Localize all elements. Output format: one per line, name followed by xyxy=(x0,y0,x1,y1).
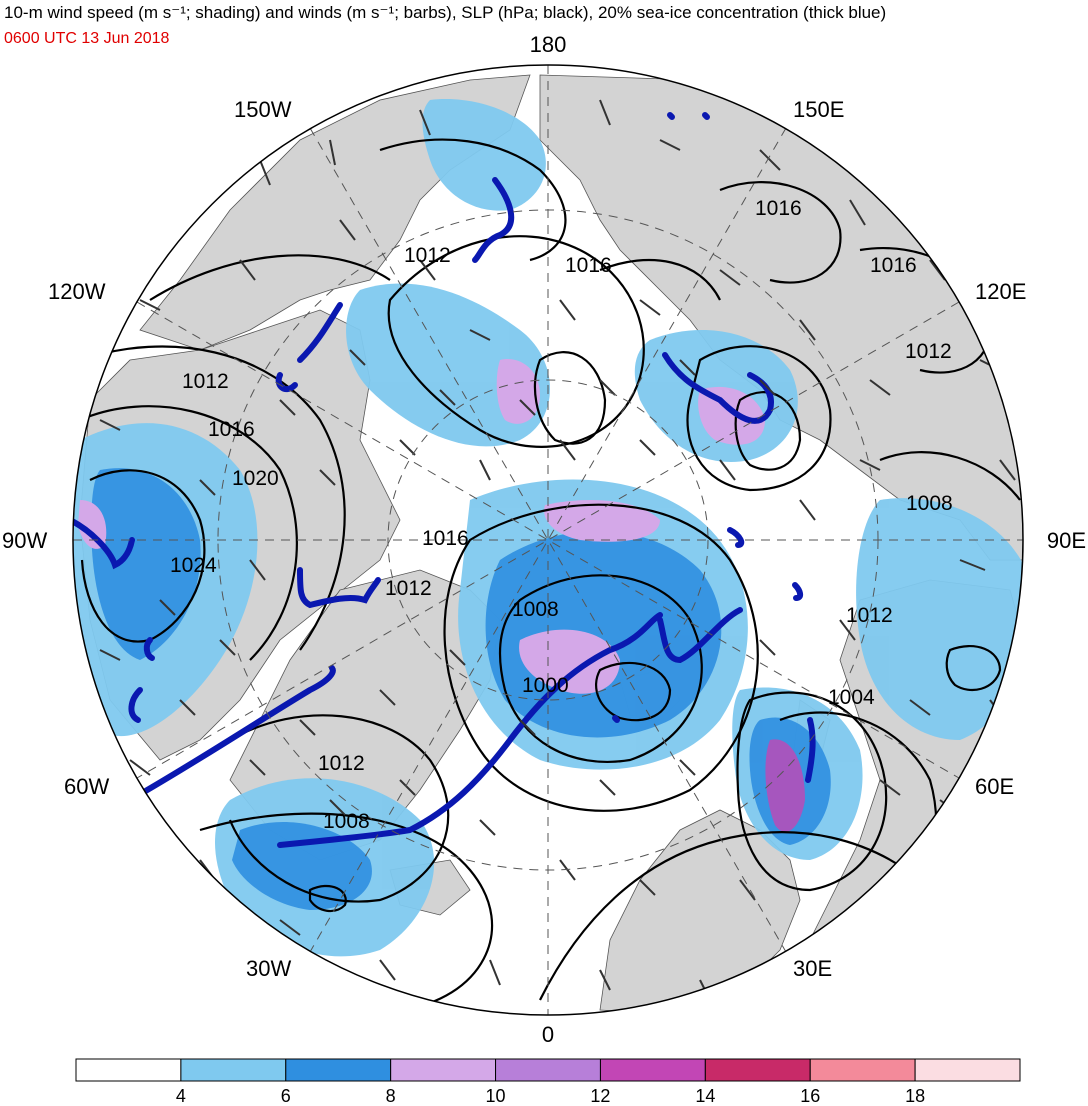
colorbar-tick-label: 14 xyxy=(695,1086,715,1106)
isobars xyxy=(79,138,1021,1012)
lon-label-top: 180 xyxy=(530,32,567,57)
isobar-label: 1008 xyxy=(512,598,559,621)
colorbar-swatch xyxy=(495,1058,601,1082)
lon-label-60w: 60W xyxy=(64,774,109,799)
colorbar-tick-label: 8 xyxy=(386,1086,396,1106)
colorbar-swatch xyxy=(809,1058,916,1082)
colorbar-swatch xyxy=(180,1058,287,1082)
colorbar-tick-label: 6 xyxy=(281,1086,291,1106)
colorbar-tick-label: 10 xyxy=(486,1086,506,1106)
isobar-label: 1012 xyxy=(846,604,893,627)
figure-title: 10-m wind speed (m s⁻¹; shading) and win… xyxy=(4,3,887,22)
isobar-label: 1012 xyxy=(905,340,952,363)
lon-label-150w: 150W xyxy=(234,97,292,122)
isobar-label: 1008 xyxy=(906,492,953,515)
colorbar-tick-label: 12 xyxy=(590,1086,610,1106)
colorbar-swatch xyxy=(75,1058,182,1082)
wind-shading-12-14 xyxy=(765,739,805,832)
wind-shading-8-10 xyxy=(78,359,765,694)
sea-ice-edge xyxy=(73,112,816,848)
graticule xyxy=(73,65,1023,1015)
colorbar: 4 6 8 10 12 14 16 18 xyxy=(75,1058,1021,1106)
isobar-labels: 1016 1012 1016 1016 1012 1012 1016 1020 … xyxy=(170,197,953,833)
lon-label-150e: 150E xyxy=(793,97,844,122)
isobar-label: 1008 xyxy=(323,810,370,833)
colorbar-swatch xyxy=(914,1058,1021,1082)
isobar-label: 1012 xyxy=(404,244,451,267)
isobar-label: 1012 xyxy=(182,370,229,393)
lon-label-120e: 120E xyxy=(975,279,1026,304)
lon-label-30e: 30E xyxy=(793,956,832,981)
colorbar-tick-label: 16 xyxy=(800,1086,820,1106)
lon-label-120w: 120W xyxy=(48,279,106,304)
isobar-label: 1020 xyxy=(232,467,279,490)
isobar-label: 1016 xyxy=(755,197,802,220)
longitude-labels: 180 0 90W 90E 150W 120W 150E 120E 60W 30… xyxy=(2,32,1086,1047)
colorbar-swatch xyxy=(390,1058,497,1082)
lon-label-60e: 60E xyxy=(975,774,1014,799)
isobar-label: 1012 xyxy=(318,752,365,775)
colorbar-swatch xyxy=(704,1058,811,1082)
lon-label-bottom: 0 xyxy=(542,1022,554,1047)
colorbar-tick-label: 4 xyxy=(176,1086,186,1106)
isobar-label: 1000 xyxy=(522,674,569,697)
colorbar-swatch xyxy=(599,1058,706,1082)
colorbar-tick-label: 18 xyxy=(905,1086,925,1106)
isobar-label: 1016 xyxy=(422,527,469,550)
lon-label-left: 90W xyxy=(2,528,47,553)
valid-time: 0600 UTC 13 Jun 2018 xyxy=(4,30,170,47)
isobar-label: 1016 xyxy=(208,418,255,441)
isobar-label: 1016 xyxy=(565,254,612,277)
isobar-label: 1016 xyxy=(870,254,917,277)
isobar-label: 1012 xyxy=(385,577,432,600)
map-boundary xyxy=(72,64,1024,1016)
colorbar-swatch xyxy=(285,1058,392,1082)
lon-label-right: 90E xyxy=(1047,528,1086,553)
isobar-label: 1004 xyxy=(828,686,875,709)
isobar-label: 1024 xyxy=(170,554,217,577)
lon-label-30w: 30W xyxy=(246,956,291,981)
